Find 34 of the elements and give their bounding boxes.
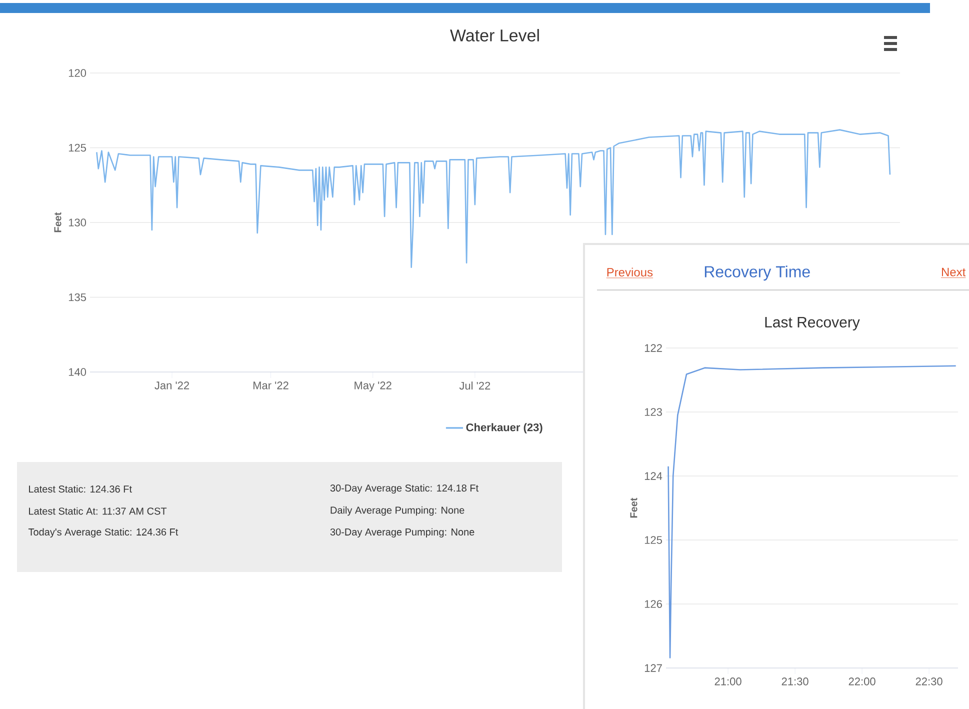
annotation: Previous — [607, 268, 653, 277]
legend-label: Cherkauer (23) — [466, 423, 542, 434]
y-tick-label: 125 — [644, 536, 662, 544]
y-tick-label: 126 — [644, 600, 662, 608]
x-tick-label: Jan '22 — [154, 382, 190, 390]
text: 30-Day Average Pumping: None — [330, 528, 474, 538]
y-tick-label: 130 — [68, 218, 86, 226]
text: Today's Average Static: 124.36 Ft — [28, 528, 178, 538]
text: Next — [942, 268, 966, 276]
x-tick-label: Jul '22 — [459, 382, 490, 390]
y-axis-title: Feet — [54, 212, 62, 232]
text: Latest Static At: 11:37 AM CST — [29, 507, 167, 515]
y-tick-label: 135 — [68, 293, 86, 302]
x-tick-label: Mar '22 — [253, 382, 288, 390]
x-tick-label: 21:00 — [714, 678, 742, 686]
line-series — [668, 365, 957, 658]
text: Latest Static: 124.36 Ft — [29, 485, 132, 493]
chart-title: Water Level — [450, 28, 539, 42]
y-tick-label: 124 — [644, 472, 662, 480]
y-tick-label: 122 — [644, 344, 662, 352]
chart-title: Last Recovery — [765, 317, 860, 330]
annotation: Recovery Time — [704, 266, 810, 281]
text: Daily Average Pumping: None — [330, 506, 464, 516]
x-tick-label: 21:30 — [782, 678, 808, 686]
y-tick-label: 125 — [68, 144, 86, 152]
y-tick-label: 127 — [644, 664, 662, 672]
x-tick-label: May '22 — [354, 382, 392, 392]
text: 30-Day Average Static: 124.18 Ft — [330, 484, 478, 494]
y-tick-label: 120 — [68, 69, 86, 77]
y-axis-title: Feet — [630, 498, 638, 518]
x-tick-label: 22:00 — [848, 678, 876, 686]
x-tick-label: 22:30 — [916, 678, 942, 686]
y-tick-label: 123 — [644, 408, 662, 416]
y-tick-label: 140 — [68, 368, 86, 376]
